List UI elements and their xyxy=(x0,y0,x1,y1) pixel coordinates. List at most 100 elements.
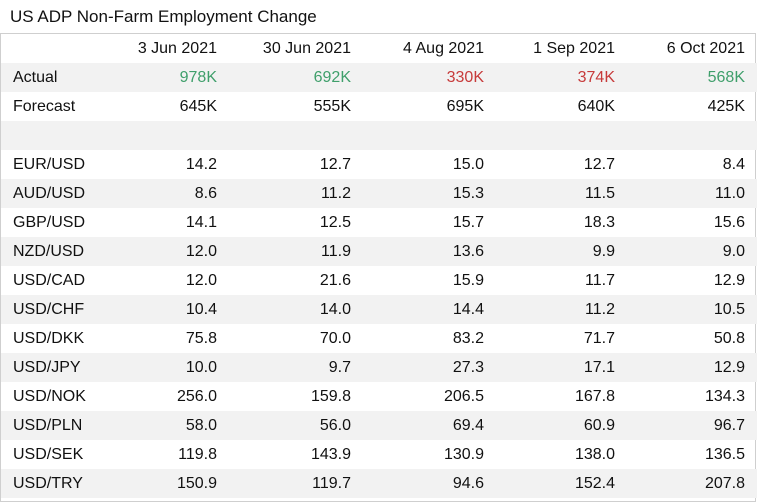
table-cell: 9.0 xyxy=(627,237,757,266)
table-cell: 17.1 xyxy=(496,353,627,382)
table-cell: 207.8 xyxy=(627,469,757,498)
table-row: GBP/USD 14.1 12.5 15.7 18.3 15.6 xyxy=(1,208,757,237)
table-cell: 136.5 xyxy=(704,446,745,463)
table-cell: 15.7 xyxy=(452,214,484,231)
table-cell: 12.9 xyxy=(713,272,745,289)
table-cell: 10.0 xyxy=(99,353,229,382)
table-cell: 11.2 xyxy=(496,295,627,324)
forecast-value: 555K xyxy=(313,98,351,115)
table-cell: 12.0 xyxy=(185,272,217,289)
table-cell: 12.0 xyxy=(99,237,229,266)
row-label: Forecast xyxy=(13,98,76,115)
table-row: USD/PLN 58.0 56.0 69.4 60.9 96.7 xyxy=(1,411,757,440)
table-cell: 9.9 xyxy=(496,237,627,266)
data-table: 3 Jun 2021 30 Jun 2021 4 Aug 2021 1 Sep … xyxy=(1,34,757,498)
table-cell: 71.7 xyxy=(583,330,615,347)
data-table-container: 3 Jun 2021 30 Jun 2021 4 Aug 2021 1 Sep … xyxy=(0,33,757,502)
pair-label: USD/PLN xyxy=(1,411,99,440)
table-cell: 69.4 xyxy=(363,411,496,440)
forecast-value: 425K xyxy=(707,98,745,115)
pair-label: EUR/USD xyxy=(13,156,86,173)
table-cell: 56.0 xyxy=(229,411,363,440)
table-cell: 150.9 xyxy=(99,469,229,498)
table-cell: 21.6 xyxy=(319,272,351,289)
table-row: USD/DKK 75.8 70.0 83.2 71.7 50.8 xyxy=(1,324,757,353)
table-cell: 138.0 xyxy=(574,446,615,463)
actual-value: 978K xyxy=(99,63,229,92)
forecast-value: 695K xyxy=(446,98,484,115)
table-cell: 134.3 xyxy=(704,388,745,405)
row-label: Actual xyxy=(1,63,99,92)
table-cell: 11.2 xyxy=(229,179,363,208)
table-cell: 167.8 xyxy=(574,388,615,405)
column-header: 6 Oct 2021 xyxy=(666,40,745,57)
table-cell: 152.4 xyxy=(496,469,627,498)
table-cell: 9.7 xyxy=(229,353,363,382)
table-row: NZD/USD 12.0 11.9 13.6 9.9 9.0 xyxy=(1,237,757,266)
table-cell: 11.7 xyxy=(585,272,615,289)
spacer-cell xyxy=(1,121,757,150)
table-cell: 12.5 xyxy=(319,214,351,231)
column-header: 3 Jun 2021 xyxy=(137,40,217,57)
table-title: US ADP Non-Farm Employment Change xyxy=(10,7,317,26)
table-cell: 13.6 xyxy=(363,237,496,266)
table-cell: 15.6 xyxy=(713,214,745,231)
pair-label: USD/NOK xyxy=(13,388,86,405)
table-cell: 18.3 xyxy=(583,214,615,231)
table-cell: 14.1 xyxy=(185,214,217,231)
pair-label: GBP/USD xyxy=(13,214,86,231)
table-cell: 143.9 xyxy=(310,446,351,463)
column-header: 4 Aug 2021 xyxy=(403,40,484,57)
pair-label: USD/JPY xyxy=(1,353,99,382)
spacer-row xyxy=(1,121,757,150)
table-cell: 15.3 xyxy=(363,179,496,208)
column-header: 30 Jun 2021 xyxy=(262,40,351,57)
actual-value: 374K xyxy=(496,63,627,92)
table-cell: 14.0 xyxy=(229,295,363,324)
header-row: 3 Jun 2021 30 Jun 2021 4 Aug 2021 1 Sep … xyxy=(1,34,757,63)
table-cell: 119.7 xyxy=(229,469,363,498)
pair-label: USD/CAD xyxy=(13,272,86,289)
column-header: 1 Sep 2021 xyxy=(533,40,615,57)
table-row: AUD/USD 8.6 11.2 15.3 11.5 11.0 xyxy=(1,179,757,208)
actual-value: 692K xyxy=(229,63,363,92)
table-cell: 14.2 xyxy=(185,156,217,173)
table-cell: 8.6 xyxy=(99,179,229,208)
table-cell: 60.9 xyxy=(496,411,627,440)
table-cell: 15.9 xyxy=(452,272,484,289)
table-cell: 94.6 xyxy=(363,469,496,498)
table-cell: 10.4 xyxy=(99,295,229,324)
table-row: USD/CAD 12.0 21.6 15.9 11.7 12.9 xyxy=(1,266,757,295)
table-cell: 11.9 xyxy=(229,237,363,266)
table-cell: 27.3 xyxy=(363,353,496,382)
forecast-value: 645K xyxy=(179,98,217,115)
table-cell: 96.7 xyxy=(627,411,757,440)
pair-label: AUD/USD xyxy=(1,179,99,208)
pair-label: NZD/USD xyxy=(1,237,99,266)
table-cell: 256.0 xyxy=(176,388,217,405)
table-cell: 12.9 xyxy=(627,353,757,382)
table-cell: 12.7 xyxy=(583,156,615,173)
table-cell: 58.0 xyxy=(99,411,229,440)
table-cell: 10.5 xyxy=(627,295,757,324)
table-cell: 119.8 xyxy=(178,446,217,463)
table-cell: 14.4 xyxy=(363,295,496,324)
table-cell: 50.8 xyxy=(713,330,745,347)
table-cell: 12.7 xyxy=(319,156,351,173)
actual-value: 330K xyxy=(363,63,496,92)
table-row: USD/JPY 10.0 9.7 27.3 17.1 12.9 xyxy=(1,353,757,382)
table-cell: 70.0 xyxy=(319,330,351,347)
pair-label: USD/TRY xyxy=(1,469,99,498)
pair-label: USD/CHF xyxy=(1,295,99,324)
header-corner xyxy=(1,34,99,63)
pair-label: USD/DKK xyxy=(13,330,85,347)
table-cell: 130.9 xyxy=(443,446,484,463)
pair-label: USD/SEK xyxy=(13,446,84,463)
forecast-value: 640K xyxy=(577,98,615,115)
table-row: USD/NOK 256.0 159.8 206.5 167.8 134.3 xyxy=(1,382,757,411)
table-row: USD/SEK 119.8 143.9 130.9 138.0 136.5 xyxy=(1,440,757,469)
table-cell: 159.8 xyxy=(310,388,351,405)
table-cell: 75.8 xyxy=(185,330,217,347)
table-cell: 15.0 xyxy=(452,156,484,173)
table-cell: 11.0 xyxy=(627,179,757,208)
